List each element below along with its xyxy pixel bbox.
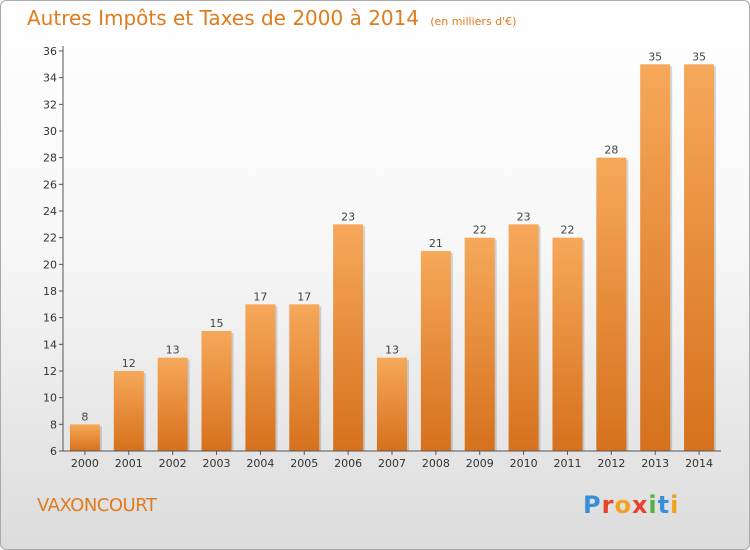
bar [377, 357, 407, 451]
x-tick-label: 2001 [115, 457, 143, 470]
x-tick-label: 2006 [334, 457, 362, 470]
bar [684, 64, 715, 452]
bar-value-label: 15 [210, 317, 224, 330]
bar [508, 224, 539, 451]
bar-value-label: 22 [473, 224, 487, 237]
x-tick-label: 2002 [159, 457, 187, 470]
logo-letter: P [583, 491, 602, 519]
x-tick-label: 2012 [597, 457, 625, 470]
y-tick-label: 22 [43, 232, 57, 245]
y-tick-label: 8 [50, 418, 57, 431]
logo-letter: t [657, 491, 671, 519]
bar [245, 304, 276, 451]
bar [201, 331, 232, 451]
logo-letter: i [670, 491, 680, 519]
bar [640, 64, 671, 452]
bar-value-label: 23 [517, 210, 531, 223]
bars-layer: 8 12 13 15 17 17 23 13 21 22 23 22 28 35 35 [69, 50, 717, 452]
y-tick-label: 12 [43, 365, 57, 378]
bar-value-label: 35 [648, 50, 662, 63]
x-tick-label: 2005 [290, 457, 318, 470]
chart-unit: (en milliers d'€) [430, 15, 517, 28]
bar-value-label: 28 [604, 144, 618, 157]
bar [420, 251, 451, 451]
x-tick-label: 2014 [685, 457, 713, 470]
y-tick-label: 26 [43, 178, 57, 191]
bar [157, 357, 188, 451]
bar-value-label: 23 [341, 210, 355, 223]
bar-value-label: 13 [385, 344, 399, 357]
bar-value-label: 12 [122, 357, 136, 370]
commune-name: VAXONCOURT [37, 495, 157, 516]
logo-letter: x [631, 491, 649, 519]
y-tick-label: 24 [43, 205, 57, 218]
bar [113, 371, 144, 451]
y-tick-label: 36 [43, 45, 57, 58]
y-tick-label: 16 [43, 312, 57, 325]
x-tick-label: 2010 [510, 457, 538, 470]
bar-value-label: 17 [297, 290, 311, 303]
x-tick-label: 2009 [466, 457, 494, 470]
logo-letter: r [601, 491, 615, 519]
x-tick-label: 2000 [71, 457, 99, 470]
bar-value-label: 22 [560, 224, 574, 237]
x-tick-label: 2013 [641, 457, 669, 470]
y-tick-label: 6 [50, 445, 57, 458]
bar [69, 424, 100, 451]
x-tick-label: 2004 [246, 457, 274, 470]
bar-value-label: 13 [166, 344, 180, 357]
axes-layer: 2000 2001 2002 2003 2004 2005 2006 2007 2008 2009… [43, 45, 721, 470]
x-tick-label: 2011 [553, 457, 581, 470]
logo-letter: o [614, 491, 632, 519]
y-tick-label: 30 [43, 125, 57, 138]
x-tick-label: 2007 [378, 457, 406, 470]
x-tick-label: 2008 [422, 457, 450, 470]
y-tick-label: 14 [43, 338, 57, 351]
y-tick-label: 18 [43, 285, 57, 298]
y-tick-label: 32 [43, 98, 57, 111]
bar-value-label: 35 [692, 50, 706, 63]
bar-value-label: 21 [429, 237, 443, 250]
proxiti-logo: Proxiti [583, 491, 679, 519]
x-tick-label: 2003 [203, 457, 231, 470]
y-tick-label: 28 [43, 152, 57, 165]
bar [596, 157, 627, 451]
bar [333, 224, 364, 451]
bar [552, 237, 583, 451]
chart-title: Autres Impôts et Taxes de 2000 à 2014 [27, 6, 420, 30]
bar [289, 304, 320, 451]
bar [464, 237, 495, 451]
y-tick-label: 10 [43, 392, 57, 405]
y-tick-label: 34 [43, 72, 57, 85]
bar-value-label: 17 [253, 290, 267, 303]
logo-letter: i [648, 491, 658, 519]
chart-title-block: Autres Impôts et Taxes de 2000 à 2014 (e… [27, 6, 516, 30]
y-tick-label: 20 [43, 258, 57, 271]
bar-value-label: 8 [81, 410, 88, 423]
